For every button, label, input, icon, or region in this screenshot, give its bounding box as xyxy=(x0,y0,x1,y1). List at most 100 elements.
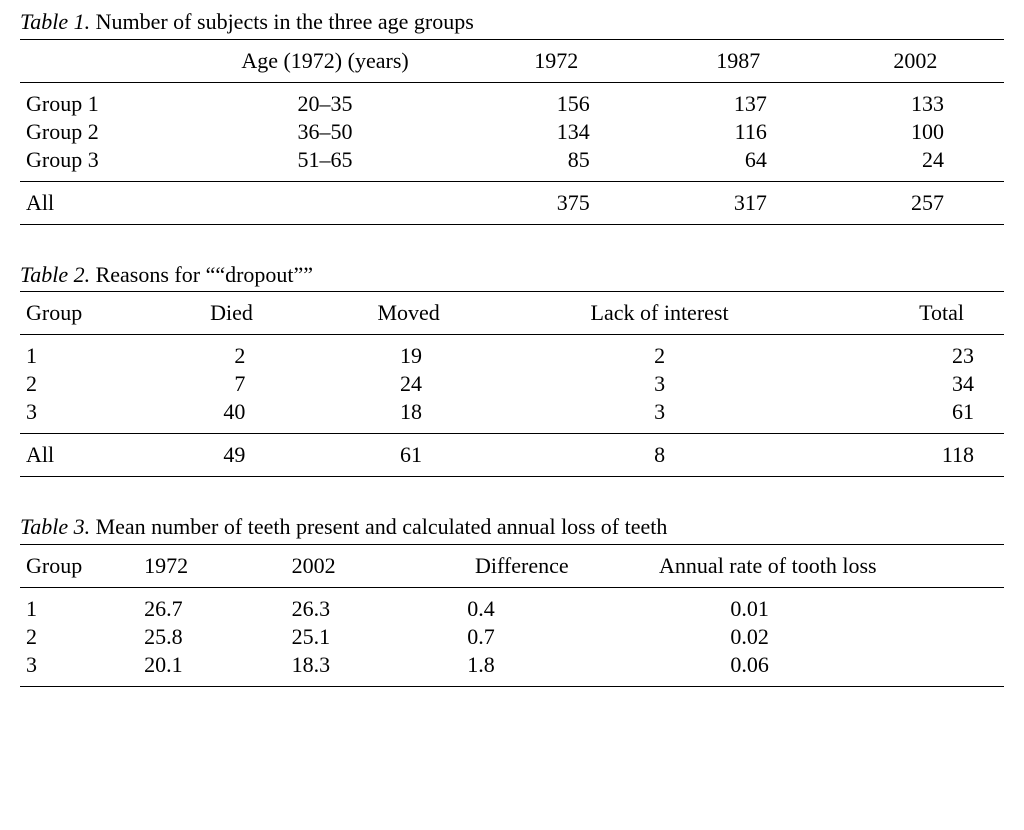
table-1-header-row: Age (1972) (years) 1972 1987 2002 xyxy=(20,39,1004,82)
table-row: 2 25.8 25.1 0.7 0.02 xyxy=(20,623,1004,651)
td: 36–50 xyxy=(187,118,463,146)
td: 1.8 xyxy=(433,651,610,687)
th: Group xyxy=(20,292,158,335)
table-2-title: Reasons for ““dropout”” xyxy=(96,262,313,287)
td: 2 xyxy=(20,370,158,398)
table-2-grid: Group Died Moved Lack of interest Total … xyxy=(20,291,1004,477)
table-2: Table 2. Reasons for ““dropout”” Group D… xyxy=(20,261,1004,478)
td: 20.1 xyxy=(138,651,286,687)
th: 1987 xyxy=(650,39,827,82)
td: 40 xyxy=(158,398,306,434)
td: 156 xyxy=(463,82,650,118)
td: 2 xyxy=(512,335,807,371)
td: 34 xyxy=(807,370,1004,398)
td: 0.7 xyxy=(433,623,610,651)
table-3-grid: Group 1972 2002 Difference Annual rate o… xyxy=(20,544,1004,687)
td: 3 xyxy=(512,398,807,434)
td: 0.02 xyxy=(610,623,925,651)
table-1-caption: Table 1. Number of subjects in the three… xyxy=(20,8,1004,39)
td: 133 xyxy=(827,82,1004,118)
table-row: 2 7 24 3 34 xyxy=(20,370,1004,398)
th xyxy=(925,544,1004,587)
td: 375 xyxy=(463,181,650,224)
td: 3 xyxy=(512,370,807,398)
table-1-footer-row: All 375 317 257 xyxy=(20,181,1004,224)
table-row: 3 40 18 3 61 xyxy=(20,398,1004,434)
td: 116 xyxy=(650,118,827,146)
td: 0.4 xyxy=(433,587,610,623)
td: 18 xyxy=(305,398,512,434)
th: Annual rate of tooth loss xyxy=(610,544,925,587)
td: 2 xyxy=(20,623,138,651)
td: 0.01 xyxy=(610,587,925,623)
table-row: Group 1 20–35 156 137 133 xyxy=(20,82,1004,118)
table-1-grid: Age (1972) (years) 1972 1987 2002 Group … xyxy=(20,39,1004,225)
td xyxy=(925,651,1004,687)
td: 3 xyxy=(20,651,138,687)
td: 8 xyxy=(512,434,807,477)
table-3-title: Mean number of teeth present and calcula… xyxy=(96,514,668,539)
td: Group 3 xyxy=(20,146,187,182)
td: 137 xyxy=(650,82,827,118)
th: Died xyxy=(158,292,306,335)
td: 26.7 xyxy=(138,587,286,623)
th: Lack of interest xyxy=(512,292,807,335)
th: 1972 xyxy=(138,544,286,587)
td: 23 xyxy=(807,335,1004,371)
table-row: 1 2 19 2 23 xyxy=(20,335,1004,371)
th: 2002 xyxy=(827,39,1004,82)
table-1: Table 1. Number of subjects in the three… xyxy=(20,8,1004,225)
td xyxy=(187,181,463,224)
table-row: 1 26.7 26.3 0.4 0.01 xyxy=(20,587,1004,623)
table-row: 3 20.1 18.3 1.8 0.06 xyxy=(20,651,1004,687)
td: 26.3 xyxy=(286,587,434,623)
td: 134 xyxy=(463,118,650,146)
td: 3 xyxy=(20,398,158,434)
td: 25.1 xyxy=(286,623,434,651)
td: Group 2 xyxy=(20,118,187,146)
td: 20–35 xyxy=(187,82,463,118)
td: 317 xyxy=(650,181,827,224)
td xyxy=(925,587,1004,623)
th: Difference xyxy=(433,544,610,587)
td: Group 1 xyxy=(20,82,187,118)
table-3-label: Table 3. xyxy=(20,514,90,539)
table-3-caption: Table 3. Mean number of teeth present an… xyxy=(20,513,1004,544)
th: Age (1972) (years) xyxy=(187,39,463,82)
table-2-header-row: Group Died Moved Lack of interest Total xyxy=(20,292,1004,335)
td: 1 xyxy=(20,587,138,623)
td: 85 xyxy=(463,146,650,182)
td: 257 xyxy=(827,181,1004,224)
td: 7 xyxy=(158,370,306,398)
td: 118 xyxy=(807,434,1004,477)
td: 2 xyxy=(158,335,306,371)
td: 100 xyxy=(827,118,1004,146)
td: 64 xyxy=(650,146,827,182)
td: 18.3 xyxy=(286,651,434,687)
td: 1 xyxy=(20,335,158,371)
table-2-label: Table 2. xyxy=(20,262,90,287)
td: All xyxy=(20,181,187,224)
th: Total xyxy=(807,292,1004,335)
td xyxy=(925,623,1004,651)
td: All xyxy=(20,434,158,477)
td: 25.8 xyxy=(138,623,286,651)
th: Group xyxy=(20,544,138,587)
td: 51–65 xyxy=(187,146,463,182)
td: 49 xyxy=(158,434,306,477)
table-3-header-row: Group 1972 2002 Difference Annual rate o… xyxy=(20,544,1004,587)
th: Moved xyxy=(305,292,512,335)
table-2-caption: Table 2. Reasons for ““dropout”” xyxy=(20,261,1004,292)
td: 24 xyxy=(827,146,1004,182)
table-row: Group 3 51–65 85 64 24 xyxy=(20,146,1004,182)
table-3: Table 3. Mean number of teeth present an… xyxy=(20,513,1004,687)
td: 61 xyxy=(305,434,512,477)
td: 61 xyxy=(807,398,1004,434)
th: 2002 xyxy=(286,544,434,587)
th xyxy=(20,39,187,82)
table-2-footer-row: All 49 61 8 118 xyxy=(20,434,1004,477)
th: 1972 xyxy=(463,39,650,82)
table-row: Group 2 36–50 134 116 100 xyxy=(20,118,1004,146)
td: 19 xyxy=(305,335,512,371)
td: 24 xyxy=(305,370,512,398)
